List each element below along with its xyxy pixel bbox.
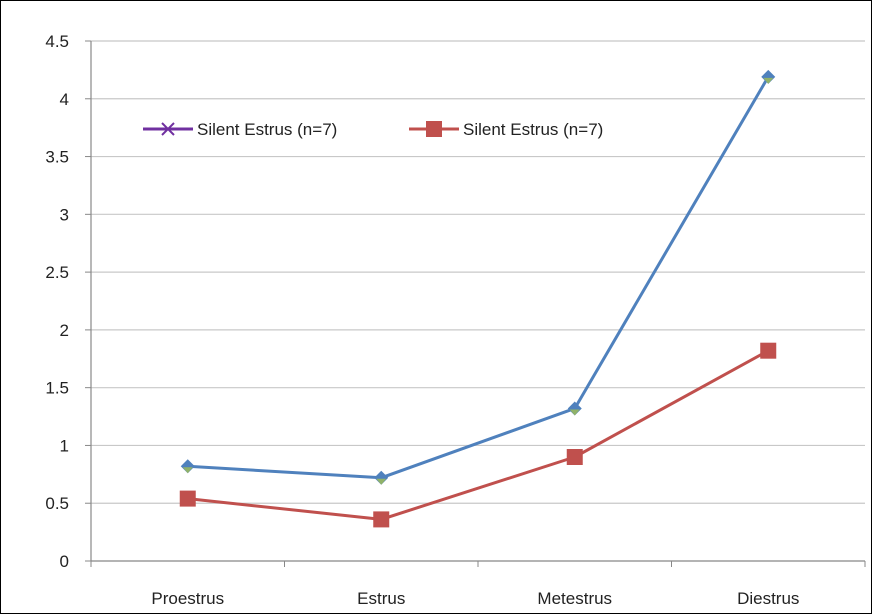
data-point [373, 511, 390, 528]
grid-lines [91, 40, 865, 504]
data-point [760, 342, 777, 359]
data-point [179, 490, 196, 507]
y-axis-ticks: 0 0.5 1 1.5 2 2.5 3 3.5 4 4.5 [45, 32, 69, 571]
y-tick-label: 0.5 [45, 494, 69, 513]
y-tick-label: 4.5 [45, 32, 69, 51]
y-tick-label: 1 [60, 436, 69, 455]
data-point-accent [763, 77, 774, 84]
data-point [374, 470, 389, 485]
data-point-accent [569, 409, 580, 416]
y-tick-label: 0 [60, 552, 69, 571]
series-group [179, 69, 777, 528]
legend-label: Silent Estrus (n=7) [463, 120, 603, 139]
legend-swatch-marker [161, 122, 175, 136]
legend: Silent Estrus (n=7) Silent Estrus (n=7) [143, 120, 603, 139]
y-tick-label: 2.5 [45, 263, 69, 282]
x-tick-label: Proestrus [151, 589, 224, 608]
x-tick-label: Estrus [357, 589, 405, 608]
series-line-2 [187, 349, 769, 521]
data-point-accent [182, 467, 193, 474]
y-tick-label: 3.5 [45, 148, 69, 167]
y-tick-label: 2 [60, 321, 69, 340]
data-point [566, 449, 583, 465]
y-tick-label: 4 [60, 90, 69, 109]
data-point-accent [376, 478, 387, 485]
data-point [567, 401, 582, 416]
x-tick-label: Metestrus [537, 589, 612, 608]
series-line-1 [187, 76, 770, 480]
x-axis-ticks: Proestrus Estrus Metestrus Diestrus [151, 589, 799, 608]
legend-swatch-marker [426, 121, 442, 137]
y-tick-label: 1.5 [45, 379, 69, 398]
data-point [761, 69, 776, 84]
axes [85, 40, 866, 567]
legend-label: Silent Estrus (n=7) [197, 120, 337, 139]
y-tick-label: 3 [60, 205, 69, 224]
data-point [180, 459, 195, 474]
x-tick-label: Diestrus [737, 589, 799, 608]
